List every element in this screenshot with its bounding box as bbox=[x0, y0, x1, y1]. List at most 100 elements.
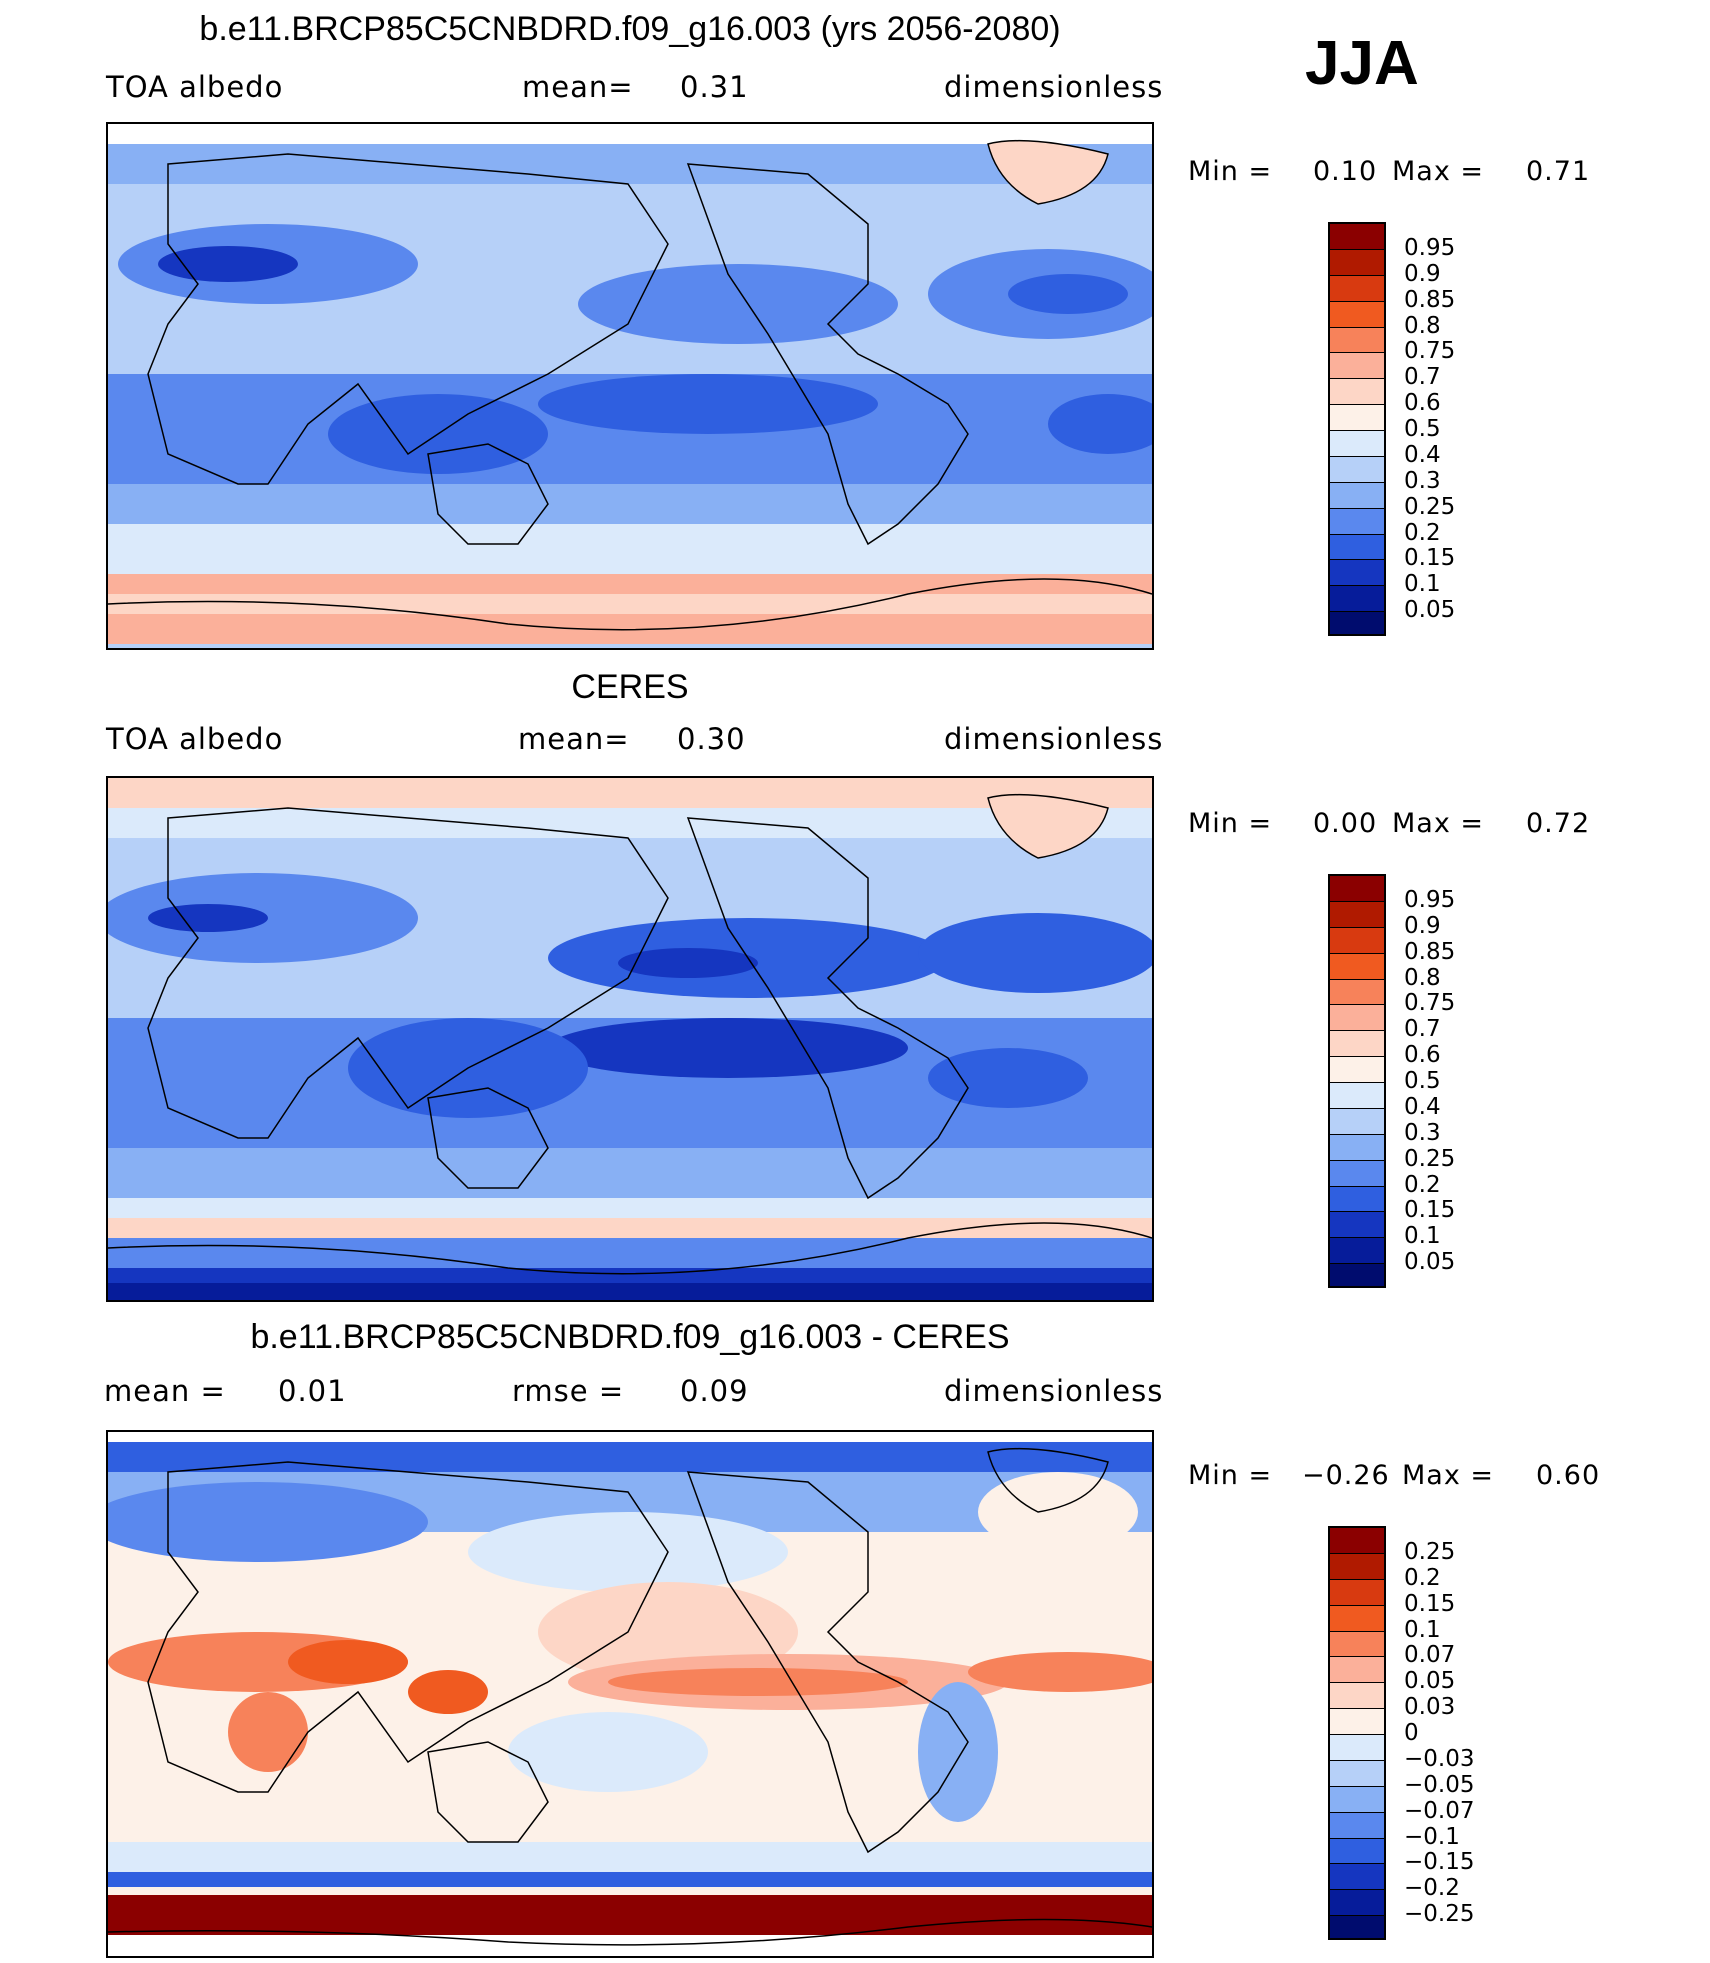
colorbar-tick-label: −0.07 bbox=[1404, 1797, 1475, 1824]
colorbar-tick-label: 0.8 bbox=[1404, 964, 1441, 991]
colorbar-tick-label: 0.25 bbox=[1404, 493, 1456, 520]
colorbar-swatch bbox=[1330, 1553, 1384, 1580]
colorbar-tick-label: 0.1 bbox=[1404, 1223, 1441, 1250]
panel1-mean-value: 0.31 bbox=[680, 70, 749, 104]
colorbar-swatch bbox=[1330, 1890, 1384, 1917]
colorbar-tick-label: 0.7 bbox=[1404, 364, 1441, 391]
colorbar-swatches bbox=[1328, 874, 1386, 1288]
panel3-min-label: Min = bbox=[1188, 1460, 1273, 1491]
panel3-title: b.e11.BRCP85C5CNBDRD.f09_g16.003 - CERES bbox=[250, 1318, 1010, 1356]
panel3-map bbox=[106, 1430, 1154, 1958]
panel2-title: CERES bbox=[571, 668, 689, 706]
colorbar-tick-label: 0.85 bbox=[1404, 286, 1456, 313]
panel1-map-field bbox=[108, 124, 1152, 648]
colorbar-tick-label: 0.15 bbox=[1404, 545, 1456, 572]
colorbar-swatch bbox=[1330, 1238, 1384, 1265]
colorbar-swatch bbox=[1330, 1134, 1384, 1161]
panel1-min-value: 0.10 bbox=[1313, 156, 1378, 187]
colorbar-swatch bbox=[1330, 379, 1384, 406]
colorbar-tick-label: 0.1 bbox=[1404, 1616, 1441, 1643]
colorbar-swatch bbox=[1330, 456, 1384, 483]
colorbar-tick-label: −0.05 bbox=[1404, 1771, 1475, 1798]
panel3-colorbar: 0.25 0.2 0.15 0.1 0.07 0.05 0.03 0 −0.03 −0.05 −0.… bbox=[1328, 1526, 1474, 1940]
colorbar-tick-label: 0.75 bbox=[1404, 990, 1456, 1017]
panel3-units-label: dimensionless bbox=[944, 1374, 1164, 1408]
colorbar-tick-label: 0.1 bbox=[1404, 571, 1441, 598]
panel2-mean-label: mean= bbox=[518, 722, 630, 756]
colorbar-tick-label: 0.85 bbox=[1404, 938, 1456, 965]
colorbar-swatch bbox=[1330, 1186, 1384, 1213]
colorbar-tick-label: 0.75 bbox=[1404, 338, 1456, 365]
colorbar-swatch bbox=[1330, 1657, 1384, 1684]
colorbar-tick-label: 0.2 bbox=[1404, 519, 1441, 546]
colorbar-swatch bbox=[1330, 927, 1384, 954]
colorbar-swatch bbox=[1330, 508, 1384, 535]
panel3-rmse-label: rmse = bbox=[512, 1374, 625, 1408]
colorbar-tick-label: 0.3 bbox=[1404, 1119, 1441, 1146]
colorbar-swatch bbox=[1330, 405, 1384, 431]
panel2-max-label: Max = bbox=[1392, 808, 1485, 839]
colorbar-swatch bbox=[1330, 327, 1384, 354]
colorbar-swatch bbox=[1330, 482, 1384, 509]
colorbar-swatch bbox=[1330, 275, 1384, 302]
colorbar-swatch bbox=[1330, 1812, 1384, 1839]
colorbar-swatch bbox=[1330, 876, 1384, 902]
colorbar-tick-label: 0.3 bbox=[1404, 467, 1441, 494]
colorbar-swatch bbox=[1330, 224, 1384, 250]
colorbar-tick-label: 0.15 bbox=[1404, 1590, 1456, 1617]
panel1-title: b.e11.BRCP85C5CNBDRD.f09_g16.003 (yrs 20… bbox=[199, 10, 1061, 48]
colorbar-swatch bbox=[1330, 1838, 1384, 1865]
colorbar-tick-label: 0.25 bbox=[1404, 1145, 1456, 1172]
panel3-max-label: Max = bbox=[1402, 1460, 1495, 1491]
colorbar-swatch bbox=[1330, 1160, 1384, 1187]
colorbar-tick-label: 0.6 bbox=[1404, 1042, 1441, 1069]
colorbar-swatch bbox=[1330, 1528, 1384, 1554]
panel3-mean-label: mean = bbox=[104, 1374, 226, 1408]
panel2-map bbox=[106, 776, 1154, 1302]
colorbar-swatch bbox=[1330, 353, 1384, 380]
colorbar-tick-label: 0.4 bbox=[1404, 441, 1441, 468]
panel1-colorbar: 0.95 0.9 0.85 0.8 0.75 0.7 0.6 0.5 0.4 0.3 0.25 0.2… bbox=[1328, 222, 1455, 636]
colorbar-swatch bbox=[1330, 1786, 1384, 1813]
panel2-min-label: Min = bbox=[1188, 808, 1273, 839]
colorbar-swatch bbox=[1330, 1735, 1384, 1761]
colorbar-swatches bbox=[1328, 222, 1386, 636]
colorbar-swatch bbox=[1330, 1683, 1384, 1710]
panel1-max-label: Max = bbox=[1392, 156, 1485, 187]
colorbar-tick-label: 0.9 bbox=[1404, 260, 1441, 287]
colorbar-swatch bbox=[1330, 249, 1384, 276]
season-label: JJA bbox=[1305, 29, 1419, 98]
colorbar-swatch bbox=[1330, 1031, 1384, 1058]
colorbar-swatch bbox=[1330, 431, 1384, 457]
colorbar-tick-label: 0.03 bbox=[1404, 1694, 1456, 1721]
colorbar-tick-label: 0.05 bbox=[1404, 597, 1456, 624]
colorbar-tick-label: 0.9 bbox=[1404, 912, 1441, 939]
colorbar-tick-label: 0.2 bbox=[1404, 1564, 1441, 1591]
panel1-mean-label: mean= bbox=[522, 70, 634, 104]
colorbar-swatch bbox=[1330, 1760, 1384, 1787]
colorbar-tick-label: 0.7 bbox=[1404, 1016, 1441, 1043]
panel2-min-value: 0.00 bbox=[1313, 808, 1378, 839]
panel3-rmse-value: 0.09 bbox=[680, 1374, 749, 1408]
colorbar-swatch bbox=[1330, 1605, 1384, 1632]
panel1-min-label: Min = bbox=[1188, 156, 1273, 187]
colorbar-tick-label: −0.03 bbox=[1404, 1745, 1475, 1772]
colorbar-tick-label: 0.25 bbox=[1404, 1538, 1456, 1565]
panel2-mean-value: 0.30 bbox=[677, 722, 746, 756]
colorbar-tick-label: 0.4 bbox=[1404, 1093, 1441, 1120]
colorbar-swatch bbox=[1330, 1864, 1384, 1891]
panel2-max-value: 0.72 bbox=[1526, 808, 1591, 839]
colorbar-tick-label: 0.05 bbox=[1404, 1249, 1456, 1276]
colorbar-swatch bbox=[1330, 1057, 1384, 1083]
colorbar-swatch bbox=[1330, 534, 1384, 561]
panel1-max-value: 0.71 bbox=[1526, 156, 1591, 187]
panel1-map bbox=[106, 122, 1154, 650]
panel2-colorbar: 0.95 0.9 0.85 0.8 0.75 0.7 0.6 0.5 0.4 0.3 0.25 0.2… bbox=[1328, 874, 1455, 1288]
colorbar-tick-label: 0.07 bbox=[1404, 1642, 1456, 1669]
panel3-max-value: 0.60 bbox=[1536, 1460, 1601, 1491]
colorbar-tick-label: −0.25 bbox=[1404, 1901, 1475, 1928]
colorbar-tick-label: −0.1 bbox=[1404, 1823, 1460, 1850]
colorbar-tick-label: −0.15 bbox=[1404, 1849, 1475, 1876]
colorbar-swatch bbox=[1330, 1264, 1384, 1286]
panel2-variable-label: TOA albedo bbox=[106, 722, 284, 756]
